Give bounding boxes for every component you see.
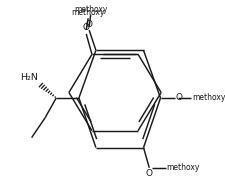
Text: methoxy: methoxy [191,93,224,102]
Text: H₂N: H₂N [20,73,38,82]
Text: O: O [85,20,92,29]
Text: methoxy: methoxy [71,8,104,17]
Text: O: O [82,23,89,32]
Text: methoxy: methoxy [165,163,199,172]
Text: O: O [175,93,182,102]
Text: methoxy: methoxy [74,5,107,14]
Text: O: O [145,169,152,178]
